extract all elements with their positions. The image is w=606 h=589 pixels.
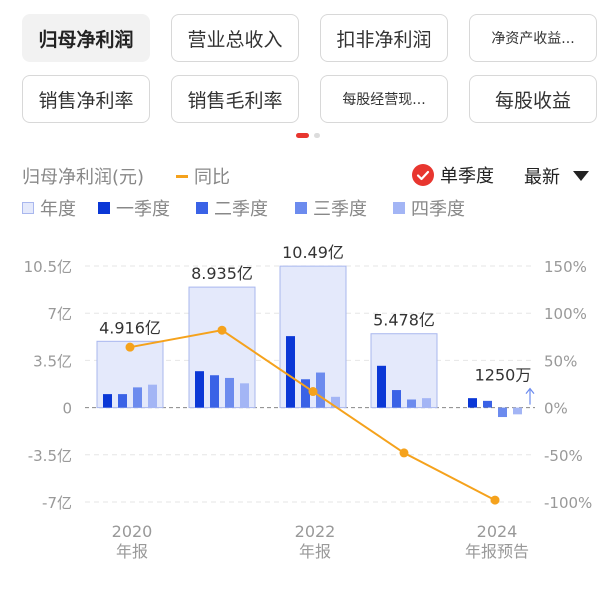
x-tick-year: 2022 <box>295 522 336 541</box>
tab-net-margin[interactable]: 销售净利率 <box>22 75 150 123</box>
q1-bar <box>468 398 477 408</box>
tab-eps[interactable]: 每股收益 <box>469 75 597 123</box>
sort-label: 最新 <box>524 167 560 188</box>
legend-q3: 三季度 <box>295 195 367 221</box>
q1-bar <box>286 336 295 408</box>
q2-bar <box>392 390 401 408</box>
tab-deducted-net-profit[interactable]: 扣非净利润 <box>320 14 448 62</box>
right-tick-label: -50% <box>544 447 583 465</box>
right-tick-label: 100% <box>544 305 587 323</box>
legend-q4: 四季度 <box>393 195 465 221</box>
page-indicator-inactive <box>314 133 320 138</box>
tab-roe[interactable]: 净资产收益... <box>469 14 597 62</box>
left-tick-label: 0 <box>62 400 72 418</box>
tab-operating-cashflow-per-share[interactable]: 每股经营现... <box>320 75 448 123</box>
check-circle-icon <box>412 164 434 186</box>
q3-bar <box>316 372 325 408</box>
single-quarter-toggle[interactable]: 单季度 <box>412 162 494 188</box>
q4-bar <box>240 383 249 408</box>
annual-bar <box>96 340 164 409</box>
left-tick-label: 3.5亿 <box>33 352 72 370</box>
legend-year: 年度 <box>22 195 76 221</box>
annual-value-label: 8.935亿 <box>191 264 253 283</box>
tab-total-revenue[interactable]: 营业总收入 <box>171 14 299 62</box>
x-tick-sub: 年报 <box>299 542 331 561</box>
caret-down-icon <box>573 171 589 181</box>
q2-bar <box>483 400 492 408</box>
q1-bar <box>103 394 112 408</box>
annual-indicator-arrow <box>525 387 535 394</box>
legend-q1: 一季度 <box>98 195 170 221</box>
right-tick-label: -100% <box>544 494 592 512</box>
legend-q2: 二季度 <box>196 195 268 221</box>
yoy-line <box>129 329 496 501</box>
yoy-point <box>308 387 318 397</box>
yoy-point <box>490 495 500 505</box>
sort-dropdown[interactable]: 最新 <box>524 163 590 189</box>
q1-bar <box>377 365 386 408</box>
left-tick-label: 10.5亿 <box>24 258 72 276</box>
right-tick-label: 50% <box>544 352 577 370</box>
yoy-point <box>125 342 135 352</box>
legend-q1-swatch <box>98 202 110 214</box>
x-tick-sub: 年报预告 <box>465 542 529 561</box>
legend-q2-swatch <box>196 202 208 214</box>
yoy-point <box>217 325 227 335</box>
q3-bar <box>133 387 142 408</box>
legend-q2-label: 二季度 <box>214 199 268 220</box>
legend-q1-label: 一季度 <box>116 199 170 220</box>
legend-year-label: 年度 <box>40 199 76 220</box>
q4-bar <box>513 407 522 415</box>
q3-bar <box>498 407 507 418</box>
annual-value-label: 1250万 <box>475 366 532 385</box>
x-tick-sub: 年报 <box>116 542 148 561</box>
q4-bar <box>422 398 431 408</box>
tab-gross-margin[interactable]: 销售毛利率 <box>171 75 299 123</box>
legend-q3-label: 三季度 <box>313 199 367 220</box>
q4-bar <box>331 396 340 408</box>
tab-net-profit-attributable[interactable]: 归母净利润 <box>22 14 150 62</box>
legend-q3-swatch <box>295 202 307 214</box>
annual-bar <box>188 286 256 409</box>
legend-year-swatch <box>22 202 34 214</box>
left-tick-label: 7亿 <box>47 305 72 323</box>
right-tick-label: 0% <box>544 400 568 418</box>
x-tick-year: 2024 <box>477 522 518 541</box>
right-tick-label: 150% <box>544 258 587 276</box>
q2-bar <box>118 394 127 408</box>
x-tick-year: 2020 <box>112 522 153 541</box>
yoy-point <box>399 448 409 458</box>
annual-value-label: 10.49亿 <box>282 243 344 262</box>
yoy-legend: 同比 <box>176 163 230 189</box>
left-axis-title: 归母净利润(元) <box>22 167 145 188</box>
legend-q4-label: 四季度 <box>411 199 465 220</box>
q2-bar <box>301 379 310 408</box>
yoy-legend-line-icon <box>176 174 188 178</box>
legend-q4-swatch <box>393 202 405 214</box>
left-tick-label: -7亿 <box>42 494 72 512</box>
annual-value-label: 5.478亿 <box>373 311 435 330</box>
annual-bar <box>279 265 347 409</box>
yoy-legend-label: 同比 <box>194 167 230 188</box>
page-indicator-active <box>296 133 309 138</box>
q3-bar <box>407 399 416 408</box>
single-quarter-label: 单季度 <box>440 166 494 187</box>
left-tick-label: -3.5亿 <box>28 447 72 465</box>
q2-bar <box>210 375 219 408</box>
annual-value-label: 4.916亿 <box>99 318 161 337</box>
annual-bar <box>370 333 438 409</box>
q3-bar <box>225 377 234 408</box>
q1-bar <box>195 371 204 408</box>
q4-bar <box>148 384 157 408</box>
